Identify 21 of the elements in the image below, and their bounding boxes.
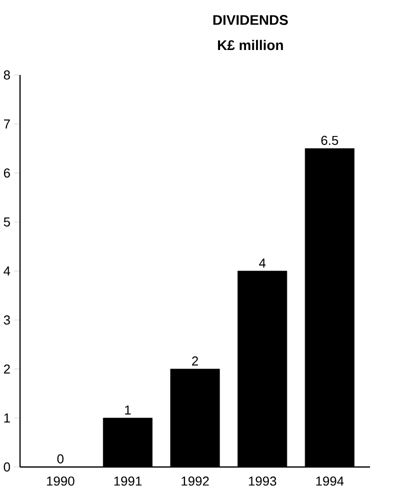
data-label: 4 (258, 258, 266, 268)
y-tick-label: 8 (4, 70, 10, 80)
data-label: 1 (124, 406, 131, 414)
y-tick-label: 6 (4, 168, 10, 178)
y-tick-label: 0 (4, 462, 10, 472)
chart-title: DIVIDENDS (213, 15, 288, 25)
x-tick-label: 1993 (248, 476, 276, 486)
x-tick-label: 1994 (316, 476, 344, 486)
y-tick-label: 4 (3, 266, 10, 276)
x-tick-label: 1991 (114, 476, 142, 486)
y-tick-label: 2 (4, 364, 10, 374)
x-tick-label: 1992 (181, 476, 209, 486)
chart-subtitle: K£ million (218, 40, 283, 50)
data-label: 2 (192, 356, 198, 366)
data-label: 6.5 (321, 136, 338, 145)
x-tick-label: 1990 (46, 476, 74, 486)
data-label: 0 (57, 454, 64, 464)
y-tick-label: 7 (4, 120, 10, 128)
y-tick-label: 5 (4, 217, 10, 227)
y-tick-label: 3 (4, 315, 10, 325)
y-tick-label: 1 (4, 414, 10, 422)
